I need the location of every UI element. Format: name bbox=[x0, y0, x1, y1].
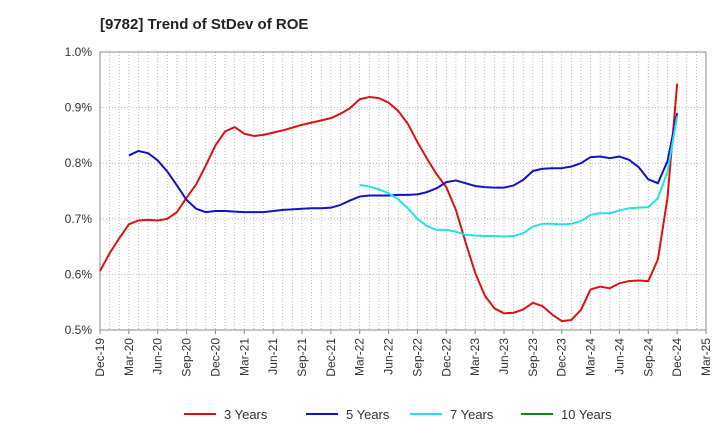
series-line-2 bbox=[128, 112, 679, 214]
legend-label: 7 Years bbox=[450, 407, 494, 422]
y-tick-label: 0.5% bbox=[65, 323, 93, 337]
x-tick-label: Mar-23 bbox=[468, 338, 482, 376]
x-tick-label: Jun-23 bbox=[497, 338, 511, 375]
legend-label: 3 Years bbox=[224, 407, 268, 422]
x-tick-label: Mar-20 bbox=[122, 338, 136, 376]
y-tick-label: 0.6% bbox=[65, 267, 93, 281]
x-tick-label: Jun-22 bbox=[382, 338, 396, 375]
y-tick-label: 1.0% bbox=[65, 45, 93, 59]
x-tick-label: Sep-23 bbox=[526, 338, 540, 377]
x-tick-label: Dec-19 bbox=[93, 338, 107, 377]
x-tick-label: Mar-25 bbox=[699, 338, 713, 376]
x-tick-label: Sep-20 bbox=[180, 338, 194, 377]
x-tick-label: Sep-24 bbox=[641, 338, 655, 377]
y-axis-ticks: 1.0% 0.9% 0.8% 0.7% 0.6% 0.5% bbox=[65, 45, 93, 337]
legend: 3 Years 5 Years 7 Years 10 Years bbox=[184, 407, 612, 422]
y-tick-label: 0.7% bbox=[65, 212, 93, 226]
x-tick-label: Sep-21 bbox=[295, 338, 309, 377]
x-tick-label: Mar-22 bbox=[353, 338, 367, 376]
plot-frame bbox=[99, 51, 707, 331]
x-tick-label: Sep-22 bbox=[410, 338, 424, 377]
x-tick-label: Jun-21 bbox=[266, 338, 280, 375]
x-tick-label: Dec-20 bbox=[208, 338, 222, 377]
x-axis-ticks: Dec-19 Mar-20 Jun-20 Sep-20 Dec-20 Mar-21 Jun-… bbox=[93, 330, 713, 377]
x-tick-label: Dec-22 bbox=[439, 338, 453, 377]
legend-label: 10 Years bbox=[561, 407, 612, 422]
x-tick-label: Dec-23 bbox=[555, 338, 569, 377]
series-layer bbox=[99, 83, 679, 323]
series-line-3 bbox=[359, 116, 679, 238]
x-tick-label: Mar-24 bbox=[584, 338, 598, 376]
x-tick-label: Dec-21 bbox=[324, 338, 338, 377]
y-tick-label: 0.8% bbox=[65, 156, 93, 170]
x-tick-label: Dec-24 bbox=[670, 338, 684, 377]
y-tick-label: 0.9% bbox=[65, 101, 93, 115]
legend-label: 5 Years bbox=[346, 407, 390, 422]
chart-title: [9782] Trend of StDev of ROE bbox=[100, 16, 309, 33]
x-tick-label: Mar-21 bbox=[237, 338, 251, 376]
x-tick-label: Jun-20 bbox=[151, 338, 165, 375]
x-tick-label: Jun-24 bbox=[612, 338, 626, 375]
series-line-1 bbox=[99, 83, 679, 323]
